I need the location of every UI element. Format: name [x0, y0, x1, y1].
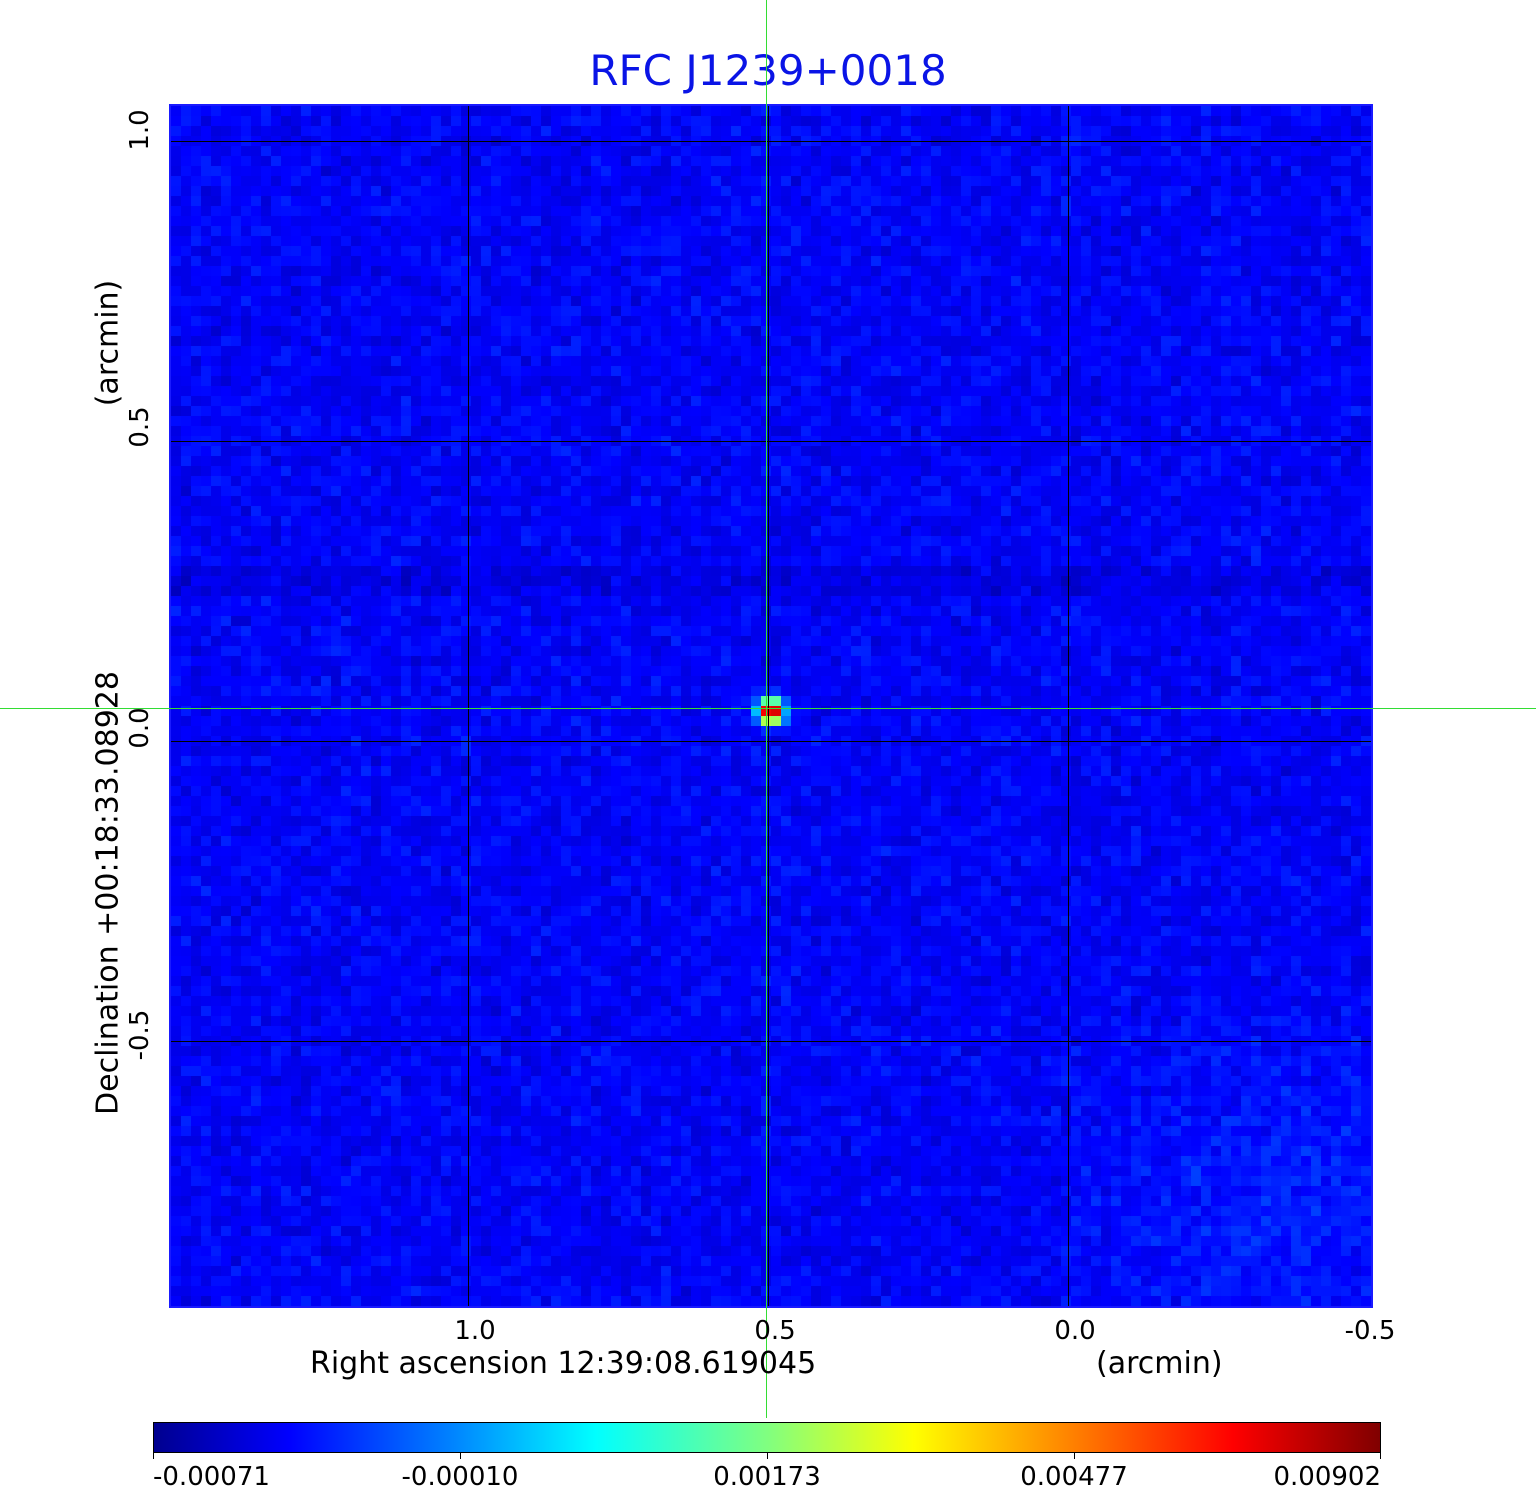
y-tick-label: 0.0 [125, 707, 155, 749]
x-axis-label: Right ascension 12:39:08.619045 [310, 1346, 817, 1381]
x-tick-label: -0.5 [1344, 1316, 1396, 1346]
x-tick-label: 0.5 [754, 1316, 796, 1346]
colorbar-label: 0.00477 [1020, 1462, 1128, 1492]
colorbar-tick [1380, 1453, 1381, 1459]
crosshair-horizontal [0, 708, 1536, 709]
colorbar-label: 0.00902 [1273, 1462, 1381, 1492]
grid-line-y [171, 441, 1371, 442]
colorbar-tick [460, 1453, 461, 1459]
x-tick-label: 0.0 [1054, 1316, 1096, 1346]
x-tick-label: 1.0 [454, 1316, 496, 1346]
plot-area[interactable] [169, 104, 1373, 1308]
colorbar-tick [1074, 1453, 1075, 1459]
grid-line-x [468, 106, 469, 1306]
colorbar-label: 0.00173 [713, 1462, 821, 1492]
grid-line-y [171, 741, 1371, 742]
grid-line-x [1068, 106, 1069, 1306]
x-axis-unit: (arcmin) [1096, 1346, 1223, 1381]
colorbar [153, 1422, 1381, 1453]
grid-line-x [768, 106, 769, 1306]
colorbar-label: -0.00071 [153, 1462, 270, 1492]
y-tick-label: 0.5 [125, 406, 155, 448]
y-axis-label: Declination +00:18:33.08928 [90, 671, 126, 1115]
colorbar-tick [153, 1453, 154, 1459]
colorbar-tick [767, 1453, 768, 1459]
crosshair-vertical [766, 0, 767, 1418]
grid-line-y [171, 1041, 1371, 1042]
chart-title: RFC J1239+0018 [589, 46, 947, 95]
colorbar-label: -0.00010 [401, 1462, 519, 1492]
heatmap-image [171, 106, 1371, 1306]
y-tick-label: 1.0 [125, 109, 155, 151]
grid-line-y [171, 141, 1371, 142]
y-axis-unit: (arcmin) [90, 279, 126, 407]
y-tick-label: -0.5 [125, 1009, 155, 1061]
